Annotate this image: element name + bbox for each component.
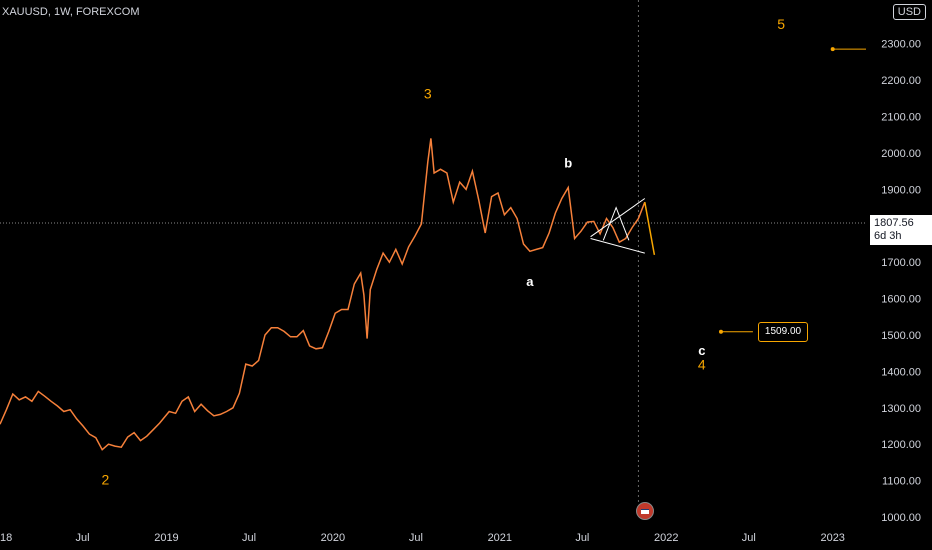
price-tick-label: 2000.00 [881, 148, 921, 160]
price-tick-label: 1700.00 [881, 257, 921, 269]
wave-label: b [564, 156, 572, 171]
time-tick-label: 2023 [820, 532, 844, 544]
time-tick-label: 2020 [321, 532, 345, 544]
wedge-lower-line [590, 238, 645, 254]
upper-target-dot [830, 47, 835, 52]
target-dot [718, 329, 723, 334]
wave-label: 2 [101, 471, 109, 487]
price-tick-label: 1400.00 [881, 366, 921, 378]
price-tick-label: 1100.00 [882, 476, 921, 488]
time-tick-label: 2021 [488, 532, 512, 544]
price-tick-label: 1600.00 [881, 294, 921, 306]
current-price-value: 1807.56 [874, 217, 914, 229]
wave-labels: 3 2 5 4 b a c [101, 16, 785, 487]
currency-button[interactable]: USD [892, 4, 926, 20]
time-tick-label: 2022 [654, 532, 678, 544]
price-tick-label: 1900.00 [881, 184, 921, 196]
bar-countdown: 6d 3h [874, 230, 902, 242]
time-tick-label: 2019 [154, 532, 178, 544]
price-tick-label: 2300.00 [881, 39, 921, 51]
time-tick-label: Jul [575, 532, 589, 544]
time-axis[interactable]: 2018 Jul 2019 Jul 2020 Jul 2021 Jul 2022 Jul 2023 [0, 532, 845, 544]
price-axis[interactable]: 1000.00 1100.00 1200.00 1300.00 1400.00 1500.… [881, 39, 921, 524]
time-tick-label: Jul [76, 532, 90, 544]
price-line [0, 138, 646, 451]
current-price-tag: 1807.56 6d 3h [870, 215, 932, 245]
wave-label: 3 [424, 85, 432, 101]
price-tick-label: 2100.00 [881, 112, 921, 124]
target-lines [718, 47, 866, 334]
time-tick-label: Jul [742, 532, 756, 544]
wave-label: c [698, 343, 705, 358]
wave-label: a [526, 274, 534, 289]
wedge-pattern [590, 198, 646, 254]
price-tick-label: 1500.00 [881, 330, 921, 342]
price-tick-label: 1000.00 [881, 512, 921, 524]
price-tick-label: 1200.00 [881, 439, 921, 451]
projection-line [644, 201, 656, 256]
us-flag-icon[interactable] [636, 502, 654, 520]
price-tick-label: 2200.00 [881, 75, 921, 87]
price-tick-label: 1300.00 [881, 403, 921, 415]
time-tick-label: Jul [409, 532, 423, 544]
wedge-inner-line [602, 206, 630, 241]
time-tick-label: Jul [242, 532, 256, 544]
wave-label: 4 [698, 357, 706, 373]
symbol-title: XAUUSD, 1W, FOREXCOM [2, 6, 140, 18]
wave-label: 5 [777, 16, 785, 32]
time-tick-label: 2018 [0, 532, 12, 544]
target-price-label: 1509.00 [758, 322, 808, 342]
wedge-upper-line [590, 198, 646, 238]
